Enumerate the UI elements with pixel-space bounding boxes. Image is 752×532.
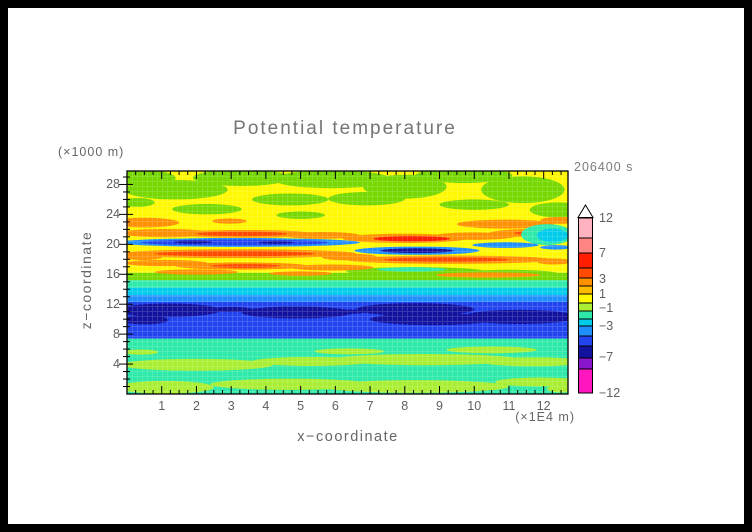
contour-blob-orange [154,269,239,275]
contour-blob-navy [331,309,367,314]
y-tick-label: 4 [113,357,120,372]
contour-blob-navy [380,248,454,254]
x-tick-label: 5 [297,399,305,413]
x-tick-label: 1 [158,399,166,413]
x-axis-unit-label: (×1E4 m) [515,410,575,424]
contour-blob-green [172,203,242,215]
colorbar-segment-redorange [578,267,593,279]
contour-blob-chartreuse [321,380,509,393]
contour-blob-orange [269,271,332,276]
colorbar-segment-chartreuse [578,302,593,312]
x-tick-label: 10 [467,399,482,413]
x-tick-label: 9 [436,399,443,413]
colorbar-segment-cyan [578,318,593,327]
y-axis-unit-label: (×1000 m) [58,145,125,159]
contour-blob-navy [258,241,294,244]
y-tick-label: 20 [106,237,120,252]
contour-plot-area [109,168,586,394]
x-tick-label: 8 [401,399,409,413]
colorbar-level-label: −12 [599,386,621,400]
colorbar-segment-navy [578,345,593,359]
colorbar-level-label: 1 [599,287,606,301]
colorbar-segment-orange [578,277,593,287]
colorbar-segment-lightpink [578,217,593,239]
contour-blob-turquoise [377,267,447,272]
colorbar-segment-purple [578,357,593,370]
colorbar-level-label: 3 [599,272,606,286]
contour-blob-azure [472,242,539,248]
contour-blob-green [439,199,509,210]
contour-blob-chartreuse [446,346,537,354]
y-tick-label: 16 [106,267,120,282]
contour-blob-green [481,176,565,204]
y-tick-label: 12 [106,297,120,312]
contour-blob-green [252,193,329,206]
colorbar-segment-amber [578,285,593,295]
colorbar-level-label: −3 [599,319,614,333]
colorbar-segment-salmon [578,237,593,254]
contour-blob-redorange [383,257,509,262]
contour-blob-orange [290,264,374,271]
contour-blob-chartreuse [120,358,273,371]
contour-band-turquoise [125,280,570,288]
colorbar-segment-magenta [578,368,593,394]
contour-blob-redorange [210,264,280,268]
contour-blob-chartreuse [314,348,384,355]
colorbar-level-label: 7 [599,246,606,260]
contour-field [109,168,586,394]
plot-title: Potential temperature [233,118,457,139]
x-tick-label: 6 [331,399,339,413]
colorbar-segment-blue [578,335,593,347]
contour-blob-redorange [196,231,287,237]
colorbar-segment-azure [578,325,593,337]
contour-band-azure [125,295,570,302]
paper-background: Potential temperature (×1000 m) 206400 s… [8,8,744,524]
y-tick-label: 8 [113,327,120,342]
contour-blob-green [276,211,325,219]
x-tick-label: 11 [502,399,516,413]
x-axis-label: x−coordinate [297,429,399,445]
y-tick-label: 28 [106,177,120,192]
contour-blob-blue [140,239,329,246]
contour-blob-orange [212,218,247,224]
colorbar-level-label: −7 [599,350,614,364]
contour-band-cyan [125,287,570,296]
contour-blob-green [328,191,405,206]
colorbar-level-label: −1 [599,301,614,315]
contour-blob-red [373,236,450,242]
colorbar-level-label: 12 [599,211,613,225]
colorbar-segment-red [578,252,593,269]
contour-blob-cyan [536,228,568,243]
x-tick-label: 4 [262,399,270,413]
contour-blob-redorange [154,251,315,257]
colorbar [577,204,594,394]
y-tick-label: 24 [106,207,120,222]
time-stamp-label: 206400 s [574,160,634,174]
contour-blob-navy [173,240,213,244]
contour-blob-orange [436,272,541,278]
colorbar-segment-turquoise [578,310,593,320]
x-tick-label: 2 [192,399,200,413]
colorbar-segment-yellow [578,293,593,304]
x-tick-label: 12 [536,399,551,413]
colorbar-arrow [577,204,594,218]
x-tick-label: 7 [366,399,374,413]
x-tick-label: 3 [227,399,235,413]
